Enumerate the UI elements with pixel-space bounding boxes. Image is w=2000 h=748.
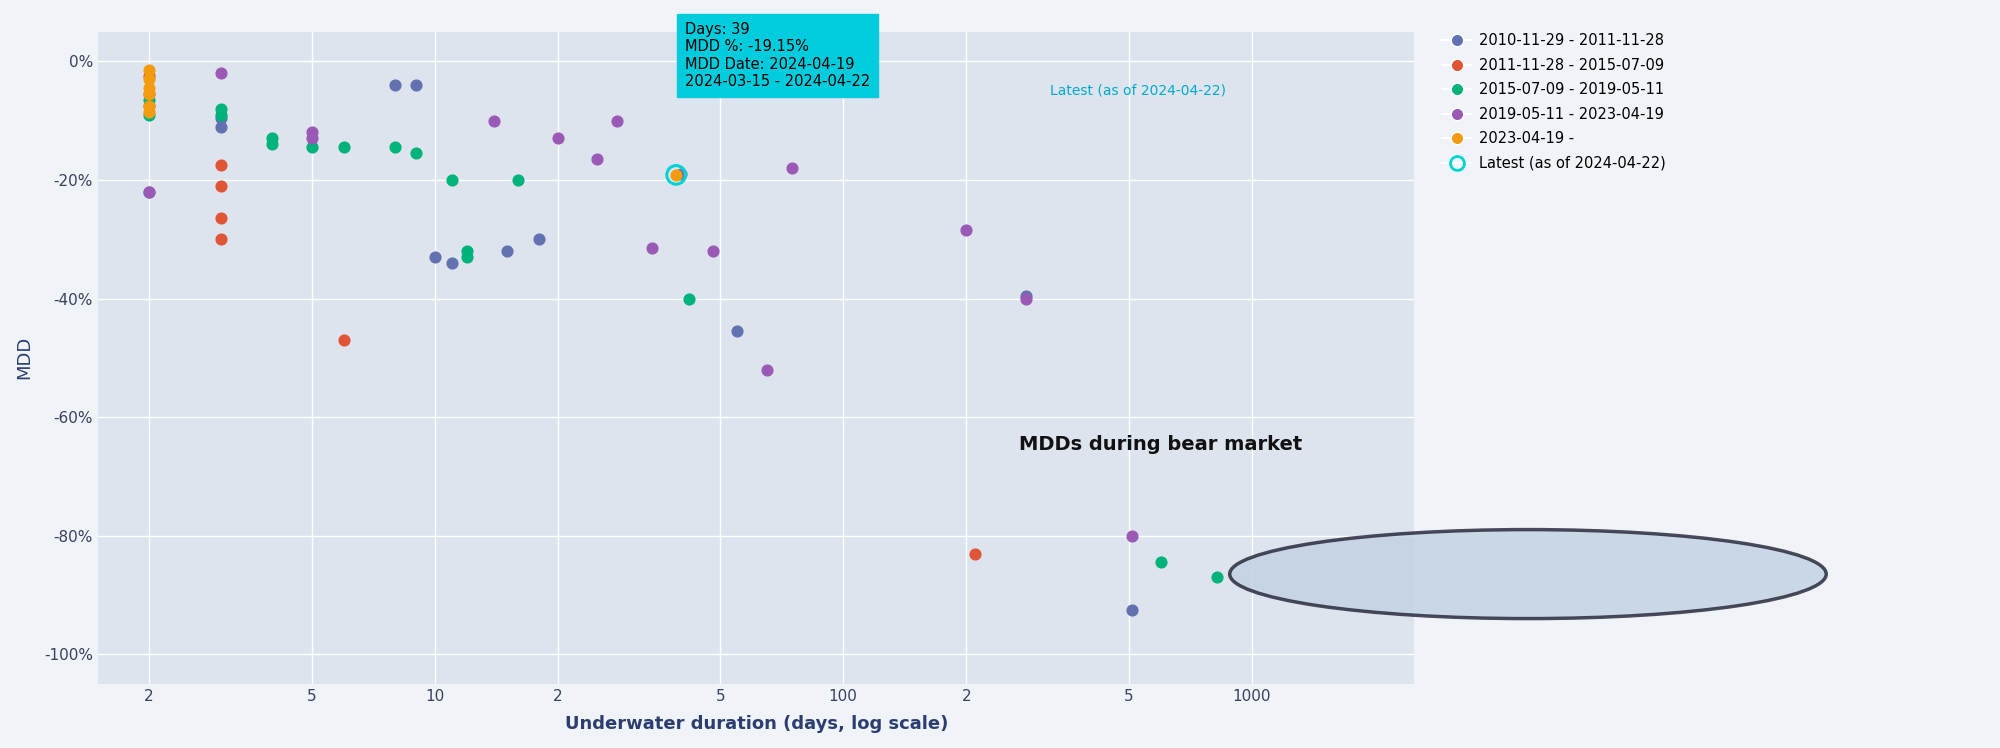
Point bbox=[664, 168, 696, 180]
Point bbox=[1010, 289, 1042, 301]
Point bbox=[582, 153, 614, 165]
Point bbox=[696, 245, 728, 257]
Point bbox=[436, 257, 468, 269]
Point bbox=[380, 141, 412, 153]
Point bbox=[204, 233, 236, 245]
Point bbox=[602, 114, 634, 126]
Point bbox=[204, 108, 236, 120]
Point bbox=[750, 364, 782, 375]
Point bbox=[204, 111, 236, 123]
Point bbox=[1146, 557, 1178, 568]
Point bbox=[296, 126, 328, 138]
Point bbox=[450, 251, 482, 263]
Point bbox=[660, 169, 692, 181]
Point bbox=[134, 88, 166, 100]
Point bbox=[134, 64, 166, 76]
Point bbox=[134, 73, 166, 85]
Point bbox=[636, 242, 668, 254]
Point bbox=[204, 180, 236, 191]
Point bbox=[204, 67, 236, 79]
Point bbox=[722, 325, 754, 337]
Y-axis label: MDD: MDD bbox=[16, 336, 32, 379]
Point bbox=[204, 102, 236, 114]
Point bbox=[450, 245, 482, 257]
Point bbox=[134, 186, 166, 197]
Point bbox=[660, 169, 692, 181]
Point bbox=[204, 212, 236, 224]
Point bbox=[542, 132, 574, 144]
Point bbox=[134, 99, 166, 111]
Point bbox=[204, 120, 236, 132]
Point bbox=[1010, 292, 1042, 304]
Point bbox=[1116, 530, 1148, 542]
Point bbox=[134, 108, 166, 120]
Point bbox=[134, 105, 166, 117]
Point bbox=[296, 141, 328, 153]
Point bbox=[436, 174, 468, 186]
Point bbox=[958, 548, 990, 560]
Point bbox=[134, 186, 166, 197]
X-axis label: Underwater duration (days, log scale): Underwater duration (days, log scale) bbox=[564, 715, 948, 733]
Point bbox=[204, 159, 236, 171]
Text: Days: 39
MDD %: -19.15%
MDD Date: 2024-04-19
2024-03-15 - 2024-04-22: Days: 39 MDD %: -19.15% MDD Date: 2024-0… bbox=[684, 22, 870, 89]
Point bbox=[380, 79, 412, 91]
Point bbox=[134, 88, 166, 100]
Point bbox=[296, 132, 328, 144]
Point bbox=[490, 245, 522, 257]
Point bbox=[950, 224, 982, 236]
Point bbox=[1200, 571, 1232, 583]
Point bbox=[134, 94, 166, 106]
Point bbox=[418, 251, 450, 263]
Point bbox=[328, 334, 360, 346]
Point bbox=[502, 174, 534, 186]
Point bbox=[134, 82, 166, 94]
Legend: 2010-11-29 - 2011-11-28, 2011-11-28 - 2015-07-09, 2015-07-09 - 2019-05-11, 2019-: 2010-11-29 - 2011-11-28, 2011-11-28 - 20… bbox=[1434, 26, 1672, 178]
Point bbox=[400, 147, 432, 159]
Text: MDDs during bear market: MDDs during bear market bbox=[1020, 435, 1302, 454]
Point bbox=[478, 114, 510, 126]
Text: Latest (as of 2024-04-22): Latest (as of 2024-04-22) bbox=[1050, 84, 1226, 98]
Point bbox=[328, 141, 360, 153]
Point bbox=[256, 132, 288, 144]
Point bbox=[776, 162, 808, 174]
Point bbox=[674, 292, 706, 304]
Point bbox=[522, 233, 554, 245]
Point bbox=[256, 138, 288, 150]
Point bbox=[1116, 604, 1148, 616]
Point bbox=[134, 99, 166, 111]
Point bbox=[134, 70, 166, 82]
Point bbox=[400, 79, 432, 91]
